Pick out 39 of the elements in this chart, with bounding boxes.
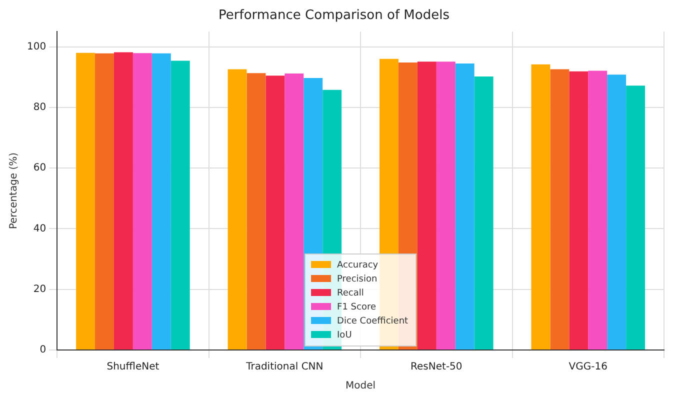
y-tick-label: 20 (33, 284, 46, 295)
legend-label: Precision (337, 274, 378, 284)
legend-label: F1 Score (337, 302, 376, 312)
bar (569, 71, 588, 350)
bar (607, 74, 626, 350)
bar (550, 69, 570, 350)
y-tick-label: 80 (33, 102, 46, 114)
y-tick-label: 100 (26, 41, 46, 52)
legend-label: Dice Coefficient (337, 316, 409, 326)
chart-title: Performance Comparison of Models (218, 8, 450, 24)
x-tick-label: ShuffleNet (106, 362, 160, 373)
bar (228, 69, 247, 350)
bar (436, 62, 456, 350)
bar (95, 53, 114, 350)
bar (417, 62, 436, 350)
bar (266, 76, 285, 350)
bar (455, 63, 474, 350)
x-tick-label: ResNet-50 (410, 362, 462, 373)
bar (170, 60, 190, 350)
y-tick-label: 40 (33, 223, 46, 234)
bar (132, 53, 152, 350)
bar (114, 52, 133, 350)
x-tick-label: Traditional CNN (245, 362, 324, 373)
bar (588, 70, 608, 350)
x-axis-title: Model (346, 380, 376, 392)
y-axis-title: Percentage (%) (8, 152, 20, 230)
legend-label: Accuracy (337, 260, 379, 270)
bar (152, 53, 171, 350)
y-tick-label: 60 (33, 162, 46, 174)
bar (284, 73, 304, 350)
legend-label: Recall (337, 288, 364, 298)
bar (474, 76, 494, 350)
bar (531, 64, 550, 350)
bar (626, 86, 646, 350)
bar (76, 52, 96, 350)
x-tick-label: VGG-16 (568, 362, 608, 373)
bar (246, 73, 266, 350)
y-tick-label: 0 (40, 344, 46, 356)
legend-label: IoU (337, 330, 352, 340)
